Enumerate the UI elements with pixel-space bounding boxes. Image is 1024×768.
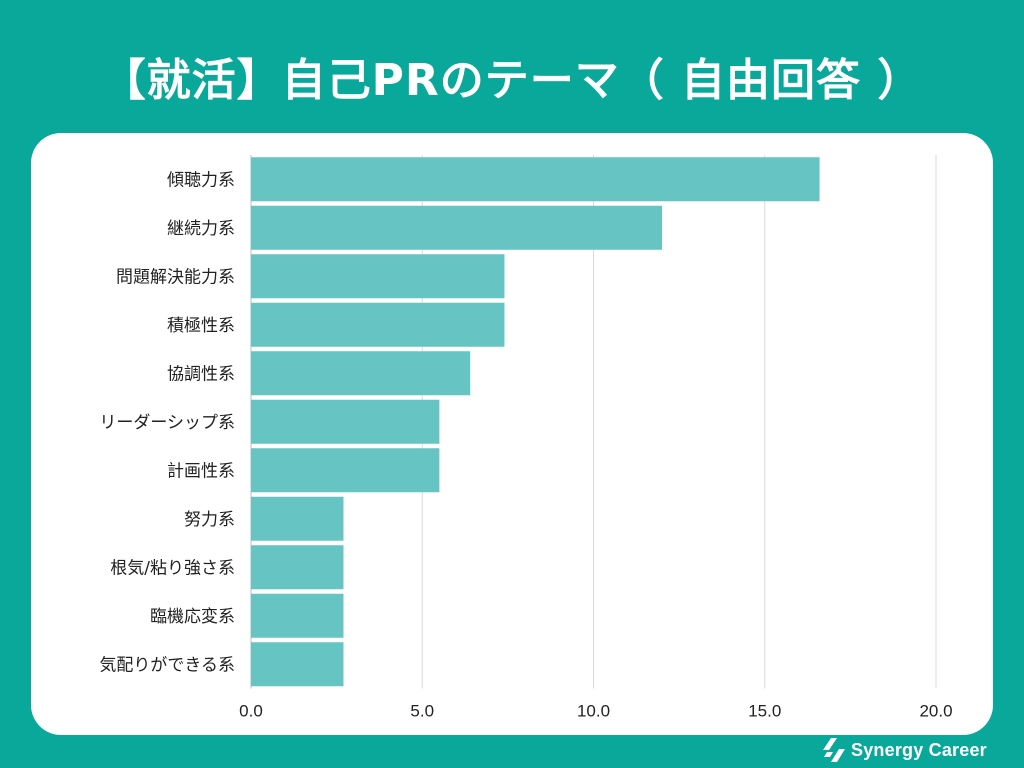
bar xyxy=(251,302,505,347)
category-label: 努力系 xyxy=(184,510,235,530)
category-label: 気配りができる系 xyxy=(99,655,235,675)
bar xyxy=(251,157,820,202)
bar xyxy=(251,545,344,590)
bar xyxy=(251,254,505,299)
category-label: 協調性系 xyxy=(167,364,235,384)
category-label: 根気/粘り強さ系 xyxy=(110,558,235,578)
bar xyxy=(251,593,344,638)
category-label: 継続力系 xyxy=(167,219,235,239)
bar-chart: 0.0 5.0 10.0 15.0 20.0 傾聴力系継続力系問題解決能力系積極性系協調性… xyxy=(99,155,953,721)
category-label: リーダーシップ系 xyxy=(99,413,235,433)
x-tick-label: 0.0 xyxy=(239,702,263,721)
x-tick-label: 5.0 xyxy=(410,702,434,721)
brand-logo: Synergy Career xyxy=(823,737,987,763)
category-label: 問題解決能力系 xyxy=(116,267,235,287)
x-tick-label: 15.0 xyxy=(748,702,781,721)
bar xyxy=(251,496,344,541)
x-tick-label: 20.0 xyxy=(919,702,952,721)
category-label: 積極性系 xyxy=(167,316,235,336)
bar xyxy=(251,448,440,493)
bar xyxy=(251,399,440,444)
brand-name: Synergy Career xyxy=(851,739,987,760)
synergy-leaf-icon xyxy=(823,738,845,762)
category-label: 傾聴力系 xyxy=(167,170,235,190)
bar xyxy=(251,205,662,250)
bar xyxy=(251,642,344,687)
category-label: 臨機応変系 xyxy=(150,607,235,627)
category-label: 計画性系 xyxy=(167,461,235,481)
page-title: 【就活】自己PRのテーマ（ 自由回答 ） xyxy=(101,55,923,106)
x-tick-label: 10.0 xyxy=(577,702,610,721)
bar xyxy=(251,351,471,396)
chart-card: 0.0 5.0 10.0 15.0 20.0 傾聴力系継続力系問題解決能力系積極性系協調性… xyxy=(31,133,993,735)
